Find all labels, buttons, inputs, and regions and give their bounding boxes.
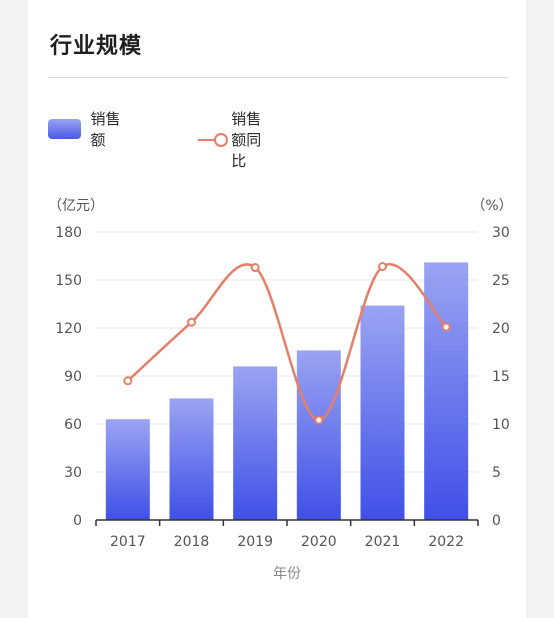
y-left-tick-label: 90: [64, 369, 82, 385]
bar: [296, 350, 341, 520]
legend-item-sales-yoy[interactable]: 销售额同比: [198, 108, 269, 171]
y-right-axis-title: （%）: [471, 198, 512, 214]
legend-item-sales[interactable]: 销售额: [48, 108, 121, 150]
y-left-tick-label: 150: [55, 273, 82, 289]
y-left-tick-label: 120: [55, 321, 82, 337]
yoy-point: [250, 263, 260, 273]
y-right-tick-label: 25: [492, 273, 510, 289]
y-left-tick-label: 60: [64, 417, 82, 433]
y-right-tick-label: 15: [492, 369, 510, 385]
title-divider: [48, 77, 508, 78]
x-tick-label: 2019: [237, 534, 273, 550]
chart-card: 行业规模 销售额 销售额同比 0 30 60 90 120 150 180 0 5 10 15 20 2…: [28, 0, 526, 618]
x-tick-label: 2018: [174, 534, 210, 550]
bar: [424, 262, 469, 520]
legend-line-swatch: [198, 130, 228, 150]
y-right-tick-label: 30: [492, 225, 510, 241]
line-series: [123, 262, 451, 425]
x-tick-label: 2022: [428, 534, 464, 550]
x-tick-label: 2021: [365, 534, 401, 550]
y-left-tick-label: 30: [64, 465, 82, 481]
y-left-tick-label: 0: [73, 513, 82, 529]
y-left-axis-title: （亿元）: [48, 198, 104, 214]
y-right-tick-label: 10: [492, 417, 510, 433]
yoy-point: [123, 376, 133, 386]
y-left-tick-label: 180: [55, 225, 82, 241]
yoy-point: [378, 262, 387, 272]
x-tick-label: 2020: [301, 534, 337, 550]
chart-title: 行业规模: [50, 34, 143, 59]
legend-bar-swatch: [48, 119, 81, 139]
yoy-point: [187, 317, 196, 327]
legend-label-sales: 销售额: [90, 110, 121, 149]
bar: [360, 305, 405, 520]
x-axis-title: 年份: [273, 566, 301, 582]
bar: [169, 398, 214, 520]
axis-labels: 0 30 60 90 120 150 180 0 5 10 15 20 25 30 （亿元） （%） 2017 2…: [48, 198, 513, 582]
y-right-tick-label: 0: [492, 513, 501, 529]
grid-lines: [96, 231, 478, 473]
axes: [95, 519, 479, 526]
yoy-point: [441, 322, 451, 332]
chart-plot: 0 30 60 90 120 150 180 0 5 10 15 20 25 30 （亿元） （%） 2017 2…: [48, 198, 513, 582]
legend-label-sales-yoy: 销售额同比: [231, 110, 262, 170]
y-right-tick-label: 20: [492, 321, 510, 337]
x-tick-label: 2017: [110, 534, 146, 550]
yoy-point: [314, 415, 324, 425]
y-right-tick-label: 5: [492, 465, 501, 481]
bar: [105, 419, 150, 520]
bar: [233, 366, 278, 520]
bar-series: [105, 262, 469, 520]
